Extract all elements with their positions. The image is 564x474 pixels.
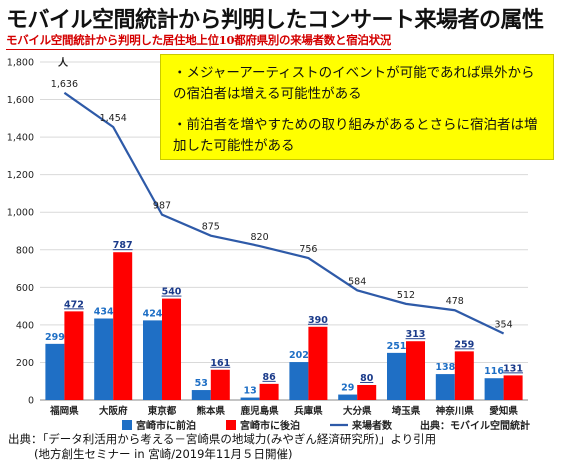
data-label-post-stay: 472 (64, 299, 84, 310)
x-tick-label: 愛知県 (489, 405, 518, 417)
insight-line-1: ・メジャーアーティストのイベントが可能であれば県外からの宿泊者は増える可能性があ… (173, 65, 535, 102)
bar-post-stay (113, 252, 133, 400)
bar-post-stay (357, 384, 377, 400)
data-label-post-stay: 259 (454, 339, 474, 350)
bar-pre-stay (143, 320, 162, 400)
data-label-pre-stay: 53 (195, 378, 208, 389)
data-label-total-visitors: 875 (202, 222, 220, 233)
footer: 出典：「データ利活用から考える－宮崎県の地域力(みやぎん経済研究所)」より引用 … (8, 432, 436, 462)
bar-post-stay (162, 298, 181, 400)
y-tick-label: 1,200 (7, 170, 34, 181)
footer-line-1: 出典：「データ利活用から考える－宮崎県の地域力(みやぎん経済研究所)」より引用 (8, 432, 437, 446)
data-label-pre-stay: 299 (45, 332, 65, 343)
bar-pre-stay (338, 394, 358, 400)
bar-pre-stay (240, 397, 260, 400)
bar-post-stay (308, 326, 328, 400)
y-tick-label: 1,400 (7, 133, 34, 144)
x-tick-label: 埼玉県 (392, 405, 421, 417)
data-label-total-visitors: 756 (299, 244, 317, 255)
bar-post-stay (259, 383, 279, 400)
legend-label-pre-stay: 宮崎市に前泊 (136, 419, 196, 432)
x-tick-label: 鹿児島県 (240, 405, 280, 417)
bar-pre-stay (45, 343, 65, 400)
y-tick-label: 1,600 (7, 95, 34, 106)
data-label-pre-stay: 116 (484, 366, 504, 377)
bar-pre-stay (289, 362, 309, 400)
insight-callout: ・メジャーアーティストのイベントが可能であれば県外からの宿泊者は増える可能性があ… (160, 54, 554, 160)
data-label-post-stay: 787 (113, 240, 133, 251)
legend-swatch-post-stay (226, 420, 236, 430)
x-tick-label: 福岡県 (49, 405, 79, 417)
data-label-total-visitors: 987 (153, 201, 171, 212)
x-tick-label: 東京都 (147, 405, 177, 417)
data-label-total-visitors: 584 (348, 276, 366, 287)
bar-pre-stay (435, 374, 455, 400)
page-subtitle: モバイル空間統計から判明した居住地上位10都府県別の来場者数と宿泊状況 (6, 32, 391, 50)
line-total-visitors (63, 91, 505, 335)
data-label-post-stay: 86 (262, 372, 276, 383)
y-axis-unit: 人 (58, 56, 69, 69)
y-tick-label: 600 (16, 283, 34, 294)
data-label-total-visitors: 1,454 (100, 113, 127, 124)
bar-pre-stay (94, 318, 114, 400)
data-label-pre-stay: 424 (143, 308, 163, 319)
data-label-pre-stay: 138 (435, 362, 455, 373)
data-label-total-visitors: 478 (446, 296, 464, 307)
data-label-post-stay: 390 (308, 315, 328, 326)
data-label-post-stay: 161 (210, 358, 230, 369)
y-tick-label: 200 (16, 358, 34, 369)
bar-post-stay (64, 311, 84, 400)
data-label-total-visitors: 820 (251, 232, 269, 243)
bar-post-stay (454, 351, 474, 400)
bar-pre-stay (191, 390, 211, 400)
legend-label-total-visitors: 来場者数 (351, 419, 393, 432)
data-label-total-visitors: 354 (495, 320, 513, 331)
y-tick-label: 400 (16, 320, 34, 331)
x-tick-label: 神奈川県 (436, 405, 475, 417)
data-label-pre-stay: 434 (94, 307, 114, 318)
data-label-total-visitors: 512 (397, 290, 415, 301)
data-label-post-stay: 313 (406, 329, 426, 340)
page-title: モバイル空間統計から判明したコンサート来場者の属性 (6, 7, 544, 33)
x-tick-label: 大分県 (343, 405, 372, 417)
legend-label-post-stay: 宮崎市に後泊 (240, 419, 300, 432)
bar-post-stay (210, 369, 230, 400)
insight-line-2: ・前泊者を増やすための取り組みがあるとさらに宿泊者は増加した可能性がある (173, 117, 538, 154)
y-tick-label: 0 (28, 396, 34, 407)
bar-post-stay (503, 375, 523, 400)
bar-pre-stay (387, 352, 406, 400)
data-label-pre-stay: 13 (243, 386, 256, 397)
data-label-post-stay: 131 (503, 363, 523, 374)
data-label-post-stay: 540 (162, 287, 182, 298)
y-tick-label: 1,800 (7, 58, 34, 69)
data-label-pre-stay: 251 (387, 341, 407, 352)
x-tick-label: 大阪府 (99, 405, 128, 417)
data-label-pre-stay: 202 (289, 350, 309, 361)
legend-swatch-pre-stay (122, 420, 132, 430)
source-note: 出典：モバイル空間統計 (420, 419, 530, 432)
data-label-post-stay: 80 (360, 373, 374, 384)
bar-post-stay (406, 341, 425, 400)
bar-pre-stay (484, 378, 504, 400)
y-tick-label: 800 (16, 245, 34, 256)
footer-line-2: (地方創生セミナー in 宮崎/2019年11月５日開催) (34, 447, 293, 461)
x-tick-label: 兵庫県 (294, 405, 323, 417)
data-label-total-visitors: 1,636 (51, 79, 78, 90)
y-tick-label: 1,000 (7, 208, 34, 219)
x-tick-label: 熊本県 (197, 405, 226, 417)
data-label-pre-stay: 29 (341, 383, 354, 394)
